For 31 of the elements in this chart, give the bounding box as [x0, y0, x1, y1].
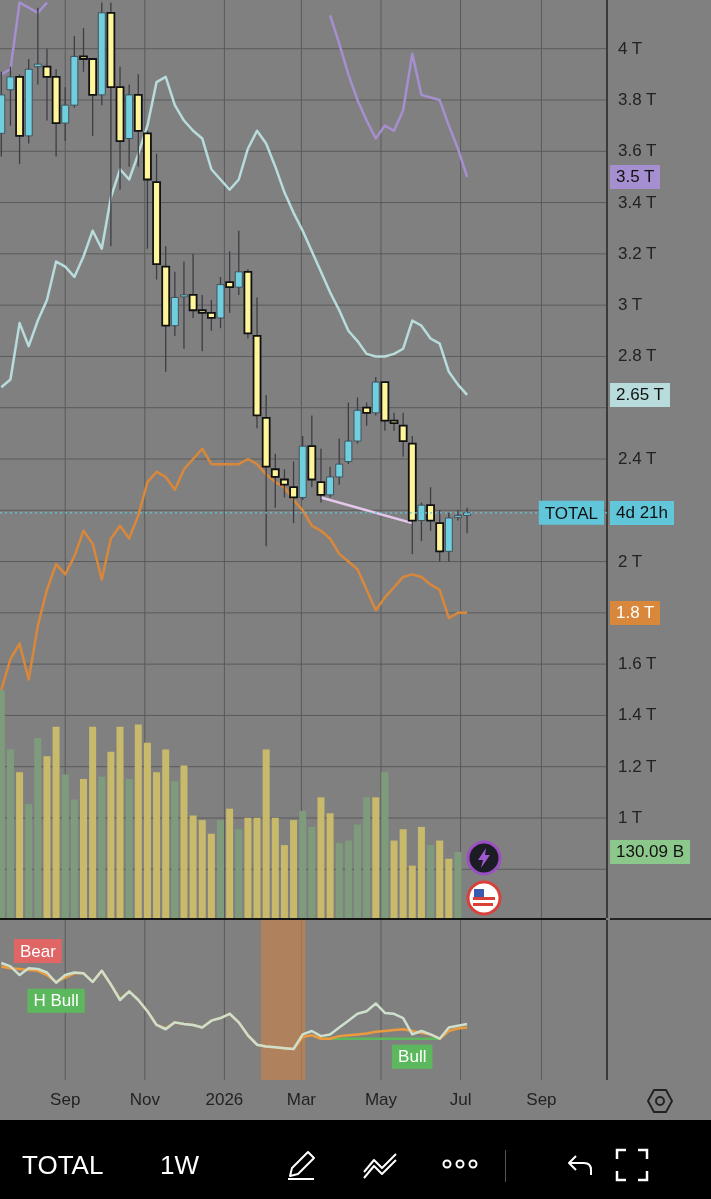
y-tick-label: 3.8 T	[618, 90, 657, 110]
y-tick-label: 3.4 T	[618, 192, 657, 213]
text: 1.8 T	[610, 600, 661, 625]
x-tick-label: Nov	[129, 1090, 160, 1110]
ref-line-label: TOTAL	[544, 503, 598, 523]
annotation: Bear	[19, 941, 57, 961]
y-tick-label: 1.2 T	[618, 756, 657, 777]
x-tick-label: May	[364, 1090, 398, 1110]
y-tick-label: 3 T	[618, 295, 643, 316]
text: 1W	[160, 1150, 199, 1181]
annotation: Bull	[398, 1047, 427, 1067]
x-tick-label: Mar	[286, 1090, 317, 1110]
y-tick-label: 1.6 T	[618, 654, 657, 675]
y-tick-label: 1 T	[618, 807, 643, 828]
y-tick-label: 1.4 T	[618, 705, 657, 726]
y-tick-label: 3.6 T	[618, 141, 657, 162]
text: 2.65 T	[610, 382, 670, 407]
x-tick-label: Sep	[526, 1090, 557, 1110]
y-tick-label: 2 T	[618, 551, 643, 572]
text: 130.09 B	[610, 839, 691, 864]
text: 4d 21h	[610, 500, 674, 525]
y-tick-label: 3.2 T	[618, 243, 657, 264]
y-tick-label: 4 T	[618, 38, 643, 59]
x-tick-label: 2026	[205, 1090, 244, 1110]
text: 3.5 T	[610, 164, 661, 189]
x-tick-label: Sep	[50, 1090, 81, 1110]
y-tick-label: 2.8 T	[618, 346, 657, 367]
y-tick-label: 2.4 T	[618, 449, 657, 469]
text: TOTAL	[22, 1150, 104, 1181]
x-tick-label: Jul	[449, 1090, 472, 1110]
annotation: H Bull	[33, 991, 79, 1011]
